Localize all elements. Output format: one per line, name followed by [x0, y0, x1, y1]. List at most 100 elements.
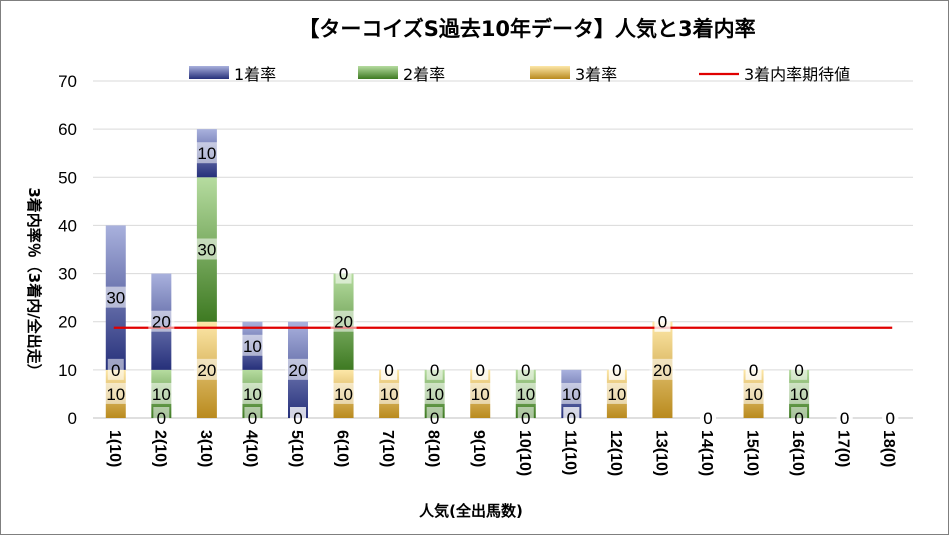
data-label: 0: [794, 361, 803, 380]
data-label: 0: [339, 265, 348, 284]
x-axis-label: 人気(全出馬数): [419, 502, 523, 520]
data-label-bg: [153, 407, 170, 428]
data-label: 0: [521, 361, 530, 380]
data-label: 10: [744, 385, 763, 404]
data-label-bg: [381, 358, 398, 380]
legend-label: 2着率: [403, 65, 445, 84]
data-label-bg: [290, 407, 306, 428]
data-label-bg: [517, 358, 534, 380]
data-label: 10: [562, 385, 581, 404]
data-label: 10: [607, 385, 626, 404]
data-label-bg: [786, 382, 813, 404]
x-tick-label: 4(10): [242, 430, 259, 467]
x-tick-label: 1(10): [106, 430, 123, 467]
data-label: 30: [197, 241, 216, 260]
x-tick-label: 13(10): [652, 430, 669, 476]
legend-swatch: [530, 66, 570, 79]
data-label: 10: [380, 385, 399, 404]
legend-swatch: [189, 66, 229, 79]
x-axis-ticks: 1(10) 2(10) 3(10) 4(10) 5(10) 6(10) 7(10) 8(10)…: [106, 430, 897, 476]
data-label: 10: [106, 385, 125, 404]
data-label-bg: [148, 382, 175, 404]
data-label: 0: [794, 409, 803, 428]
data-label-bg: [608, 358, 625, 380]
data-label-bg: [472, 358, 489, 380]
data-label-bg: [239, 334, 266, 356]
data-label-bg: [649, 358, 676, 380]
data-label: 30: [106, 289, 125, 308]
data-label: 10: [471, 385, 490, 404]
x-tick-label: 11(10): [561, 430, 578, 475]
data-label: 10: [243, 385, 262, 404]
data-label-bg: [376, 382, 403, 404]
data-label: 10: [790, 385, 809, 404]
y-tick-label: 40: [58, 216, 77, 235]
data-label-bg: [836, 407, 853, 428]
data-label: 0: [293, 409, 302, 428]
y-tick-label: 0: [68, 409, 77, 428]
data-label: 10: [197, 144, 216, 163]
legend-label: 3着内率期待値: [744, 65, 850, 84]
data-label: 0: [430, 409, 439, 428]
data-label: 0: [475, 361, 484, 380]
legend-label: 3着率: [575, 65, 617, 84]
data-label-bg: [239, 382, 266, 404]
y-tick-label: 10: [58, 361, 77, 380]
x-tick-label: 12(10): [607, 430, 624, 476]
bars: [105, 129, 810, 418]
legend: 1着率 2着率 3着率 3着内率期待値: [189, 65, 850, 84]
x-tick-label: 16(10): [789, 430, 806, 476]
x-tick-label: 10(10): [516, 430, 533, 476]
data-label: 0: [749, 361, 758, 380]
data-label-bg: [700, 407, 716, 428]
data-label-bg: [107, 358, 124, 380]
data-label-bg: [193, 238, 220, 260]
data-label-bg: [512, 382, 539, 404]
data-label: 0: [885, 409, 894, 428]
data-label-bg: [558, 382, 585, 404]
data-label-bg: [285, 358, 311, 380]
y-axis-label: 3着内率％（3着内/全出走）: [25, 187, 43, 378]
data-label-bg: [193, 142, 220, 164]
data-label: 0: [430, 361, 439, 380]
data-label-bg: [517, 407, 534, 428]
data-label-bg: [330, 382, 357, 404]
chart-title: 【ターコイズS過去10年データ】人気と3着内率: [298, 17, 755, 41]
data-label-bg: [467, 382, 494, 404]
data-label: 20: [653, 361, 672, 380]
data-label: 20: [197, 361, 216, 380]
data-label: 0: [612, 361, 621, 380]
data-label: 0: [157, 409, 166, 428]
y-tick-label: 50: [58, 168, 77, 187]
data-label: 20: [289, 361, 308, 380]
data-label-bg: [745, 358, 762, 380]
x-tick-label: 5(10): [288, 430, 305, 467]
x-tick-label: 17(0): [835, 430, 852, 467]
data-label-bg: [603, 382, 630, 404]
x-tick-label: 18(0): [880, 430, 897, 467]
data-label-bg: [791, 358, 808, 380]
data-label: 0: [658, 313, 667, 332]
x-tick-label: 14(10): [698, 430, 715, 476]
y-tick-label: 60: [58, 120, 77, 139]
data-label-bg: [102, 382, 129, 404]
data-label-bg: [421, 382, 448, 404]
data-label-bg: [654, 310, 671, 332]
data-label-bg: [740, 382, 767, 404]
x-tick-label: 2(10): [151, 430, 168, 467]
data-label-bg: [244, 407, 261, 428]
data-label-bg: [193, 358, 220, 380]
data-label: 20: [152, 313, 171, 332]
data-label-bg: [791, 407, 808, 428]
data-label: 10: [516, 385, 535, 404]
legend-swatch: [358, 66, 398, 79]
data-label: 0: [384, 361, 393, 380]
x-tick-label: 7(10): [379, 430, 396, 467]
x-tick-label: 8(10): [425, 430, 442, 467]
x-tick-label: 6(10): [334, 430, 351, 467]
data-label: 0: [248, 409, 257, 428]
legend-label: 1着率: [234, 65, 276, 84]
data-label-bg: [426, 358, 443, 380]
data-label-bg: [426, 407, 443, 428]
